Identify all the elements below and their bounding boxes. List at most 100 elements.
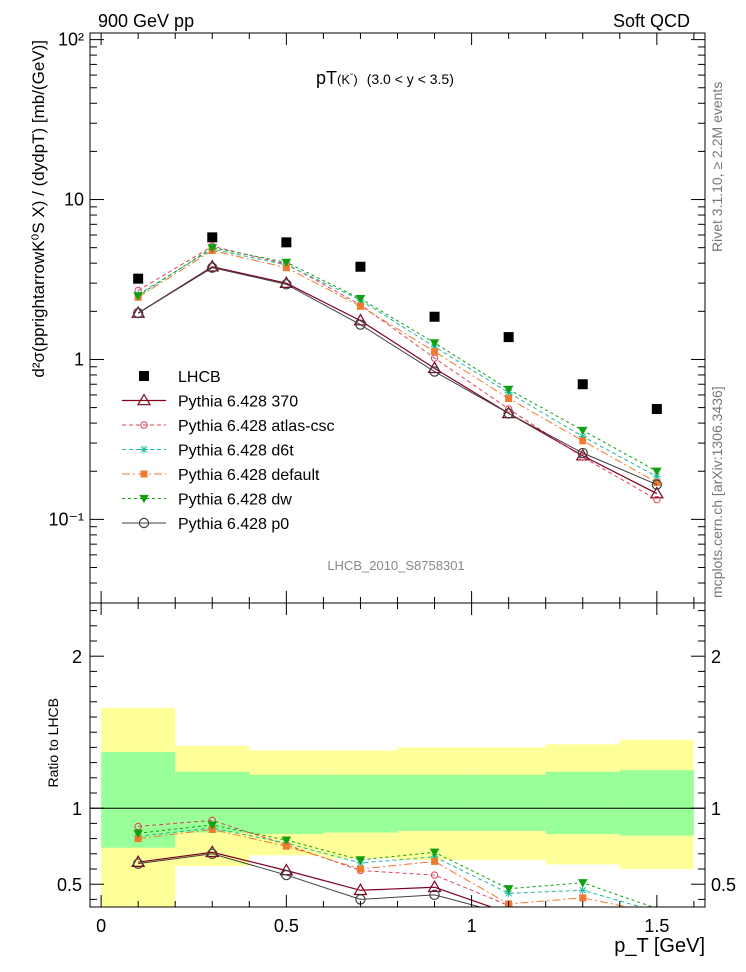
y-ticklabel-ratio-left: 2 <box>72 647 82 667</box>
main-point-dw-4 <box>429 339 440 348</box>
main-point-atlas-5 <box>504 405 513 413</box>
main-series <box>131 232 664 504</box>
legend-label-dw: Pythia 6.428 dw <box>178 492 292 509</box>
ylabel-ratio: Ratio to LHCB <box>45 698 61 787</box>
legend-marker-d6t-d2 <box>140 446 148 453</box>
ratio-series-clipped <box>131 816 654 907</box>
xlabel: p_T [GeV] <box>614 935 705 957</box>
ratio-point-atlas-0 <box>134 822 142 831</box>
main-point-atlas-6 <box>579 453 587 461</box>
plot-title: pT(K-) (3.0 < y < 3.5) <box>316 68 454 88</box>
main-point-default-6 <box>579 437 587 445</box>
main-point-dw-3 <box>355 295 366 304</box>
y-ticklabel-main: 10 <box>64 190 84 210</box>
legend-marker-atlas <box>140 421 148 429</box>
main-point-dw-1 <box>207 244 218 253</box>
mcplots-label: mcplots.cern.ch [arXiv:1306.3436] <box>709 386 725 598</box>
legend-label-atlas: Pythia 6.428 atlas-csc <box>178 418 335 435</box>
header-left: 900 GeV pp <box>98 11 194 31</box>
ratio-point-dw-4 <box>429 848 440 858</box>
main-line-default <box>137 249 658 483</box>
main-line-dw <box>137 247 658 472</box>
main-point-dw-7 <box>652 467 662 477</box>
legend-marker-p0 <box>138 517 150 529</box>
data-point-lhcb-4 <box>429 311 440 322</box>
ratio-point-p0-1 <box>207 848 218 860</box>
main-point-p0-3 <box>355 319 366 330</box>
y-ticklabel-main: 10² <box>58 30 84 50</box>
legend-marker-d6t <box>140 445 148 454</box>
data-point-lhcb-0 <box>133 273 144 284</box>
band-inner-7 <box>619 770 694 836</box>
band-inner-5 <box>471 774 546 831</box>
x-ticklabel: 0 <box>96 916 106 936</box>
ratio-line-p370 <box>138 851 494 907</box>
ratio-point-default-3 <box>356 865 364 873</box>
main-point-dw-5 <box>503 385 514 395</box>
band-inner-2 <box>249 774 324 835</box>
ratio-point-d6t-6-d2 <box>579 886 587 894</box>
plot-title-range: (3.0 < y < 3.5) <box>367 71 454 87</box>
band-inner-4 <box>397 774 472 831</box>
ratio-point-default-0 <box>134 835 142 843</box>
main-point-p0-1 <box>207 262 218 273</box>
data-point-lhcb-2 <box>281 237 292 248</box>
main-line-atlas <box>137 245 658 501</box>
ratio-line-p0 <box>138 853 483 907</box>
ratio-point-p370-1 <box>205 845 220 858</box>
main-point-atlas-7 <box>653 495 661 504</box>
main-point-p0-2 <box>281 279 292 290</box>
ratio-point-dw-2 <box>281 836 292 845</box>
main-point-dw-2 <box>281 258 292 268</box>
ratio-point-dw-1 <box>207 821 218 830</box>
legend: LHCB Pythia 6.428 370 Pythia 6.428 atlas-c… <box>122 369 335 533</box>
main-point-p370-1 <box>205 259 220 272</box>
ratio-point-p0-2 <box>281 869 292 881</box>
legend-marker-dw <box>139 494 149 504</box>
legend-label-default: Pythia 6.428 default <box>178 467 320 484</box>
ratio-point-default-4 <box>431 857 439 865</box>
main-point-default-2 <box>282 264 290 272</box>
ratio-point-dw-6 <box>577 879 588 888</box>
y-ticklabel-ratio-right: 0.5 <box>711 875 736 895</box>
ratio-point-atlas-4 <box>430 871 439 879</box>
data-point-lhcb-1 <box>207 232 218 243</box>
y-ticklabel-main: 10⁻¹ <box>48 509 84 529</box>
plot-title-sup: - <box>350 69 353 80</box>
band-inner-6 <box>545 771 620 835</box>
legend-label-p0: Pythia 6.428 p0 <box>178 516 289 533</box>
data-point-lhcb-6 <box>577 379 588 390</box>
main-point-default-3 <box>356 302 364 310</box>
ylabel-main: d²σ(pprightarrowK⁰S X) / (dydpT) [mb/(Ge… <box>29 40 48 378</box>
main-line-p0 <box>137 267 658 486</box>
data-point-lhcb-7 <box>651 404 662 415</box>
ratio-point-d6t-6 <box>578 886 587 895</box>
main-point-default-5 <box>505 395 513 403</box>
legend-marker-p370 <box>136 393 152 406</box>
main-point-default-7 <box>653 479 661 487</box>
ratio-bands <box>90 707 705 907</box>
legend-marker-lhcb <box>139 371 149 381</box>
main-point-p0-7 <box>651 479 663 490</box>
ratio-point-dw-0 <box>133 829 143 839</box>
data-point-lhcb-3 <box>355 261 366 272</box>
ratio-point-p0-4 <box>429 889 440 901</box>
ratio-series <box>131 816 654 907</box>
band-inner-3 <box>323 774 398 833</box>
header-right: Soft QCD <box>613 11 690 31</box>
main-point-default-4 <box>431 348 439 356</box>
plot-title-close: ) <box>353 72 357 87</box>
main-line-d6t <box>137 248 658 478</box>
y-ticklabel-ratio-right: 2 <box>711 647 721 667</box>
legend-marker-default <box>140 470 148 478</box>
ratio-point-default-2 <box>282 842 290 850</box>
main-point-p0-0 <box>132 307 144 319</box>
ratio-point-p370-4 <box>427 880 442 893</box>
main-line-p370 <box>137 266 658 495</box>
main-point-dw-6 <box>577 426 588 436</box>
plot-title-sub: (K <box>337 72 350 87</box>
ratio-line-atlas <box>138 819 519 907</box>
ratio-line-d6t <box>138 827 643 907</box>
main-point-p0-6 <box>577 447 588 459</box>
